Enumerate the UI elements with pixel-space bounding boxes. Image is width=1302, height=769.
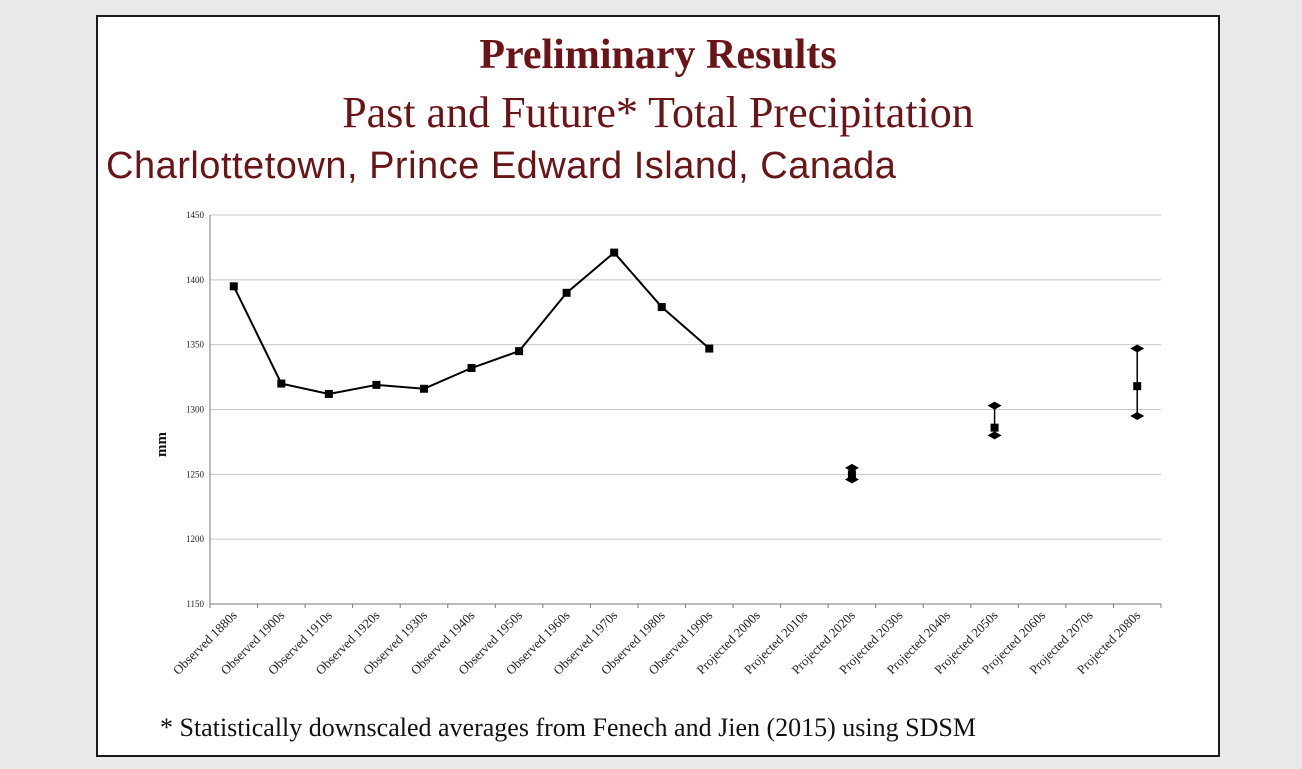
observed-data-point bbox=[277, 379, 286, 388]
projected-high-marker bbox=[1130, 344, 1145, 353]
observed-data-point bbox=[562, 288, 571, 297]
observed-data-point bbox=[610, 248, 619, 257]
y-tick-label: 1350 bbox=[186, 340, 205, 350]
y-tick-label: 1400 bbox=[186, 275, 205, 285]
projected-high-marker bbox=[987, 401, 1002, 410]
observed-series-line bbox=[232, 251, 710, 395]
projected-low-marker bbox=[1130, 411, 1145, 420]
y-axis-label: mm bbox=[154, 432, 170, 457]
observed-data-point bbox=[657, 303, 666, 312]
projected-low-marker bbox=[987, 431, 1002, 440]
observed-data-point bbox=[229, 282, 238, 291]
slide-location: Charlottetown, Prince Edward Island, Can… bbox=[106, 145, 897, 187]
y-tick-label: 1150 bbox=[186, 599, 204, 609]
projected-high-marker bbox=[844, 463, 859, 472]
y-tick-label: 1450 bbox=[186, 210, 205, 220]
projected-mean-point bbox=[1133, 382, 1142, 391]
observed-data-point bbox=[324, 389, 333, 398]
observed-data-point bbox=[372, 380, 381, 389]
slide-subtitle: Past and Future* Total Precipitation bbox=[342, 88, 974, 137]
slide-title: Preliminary Results bbox=[479, 32, 837, 78]
y-tick-label: 1200 bbox=[186, 534, 205, 544]
slide: Preliminary Results Past and Future* Tot… bbox=[96, 15, 1220, 757]
y-tick-label: 1300 bbox=[186, 405, 205, 415]
footnote: * Statistically downscaled averages from… bbox=[160, 713, 976, 742]
projected-mean-point bbox=[847, 470, 856, 479]
projected-mean-point bbox=[990, 423, 999, 432]
observed-data-point bbox=[419, 384, 428, 393]
y-tick-label: 1250 bbox=[186, 469, 205, 479]
observed-data-point bbox=[515, 347, 524, 356]
observed-data-point bbox=[705, 344, 714, 353]
observed-data-point bbox=[467, 364, 476, 373]
